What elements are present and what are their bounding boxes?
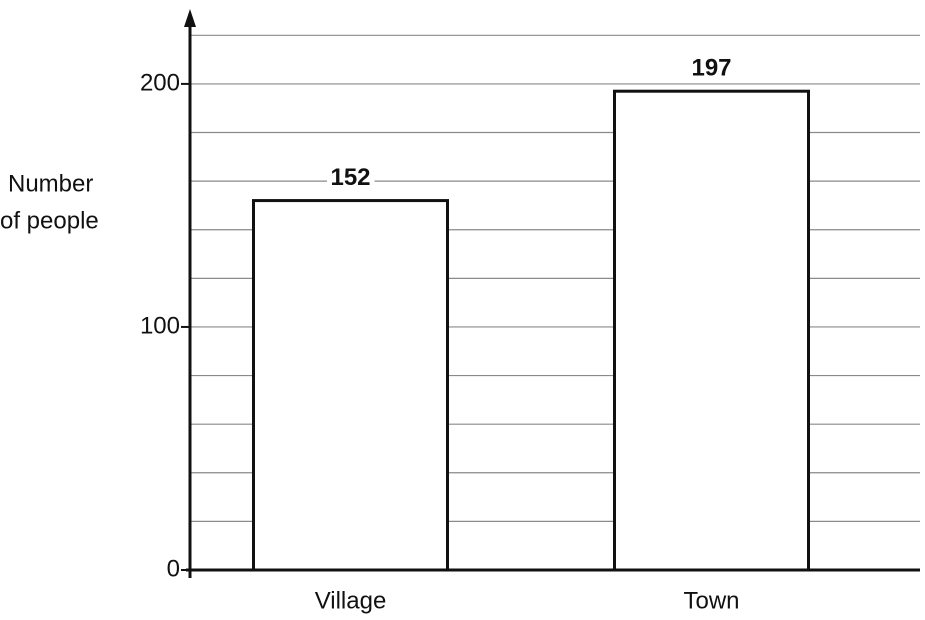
bar bbox=[613, 89, 810, 572]
y-tick-label: 0 bbox=[167, 555, 180, 582]
y-tick-label: 100 bbox=[140, 312, 180, 339]
bar bbox=[252, 199, 449, 572]
x-tick-label: Village bbox=[315, 587, 387, 614]
y-axis-label: Number bbox=[8, 170, 93, 197]
y-axis-label: of people bbox=[0, 207, 99, 234]
x-tick-label: Town bbox=[683, 587, 739, 614]
y-axis-arrow bbox=[184, 9, 196, 27]
value-label: 152 bbox=[330, 164, 370, 191]
y-tick-label: 200 bbox=[140, 69, 180, 96]
value-label: 197 bbox=[691, 55, 731, 82]
